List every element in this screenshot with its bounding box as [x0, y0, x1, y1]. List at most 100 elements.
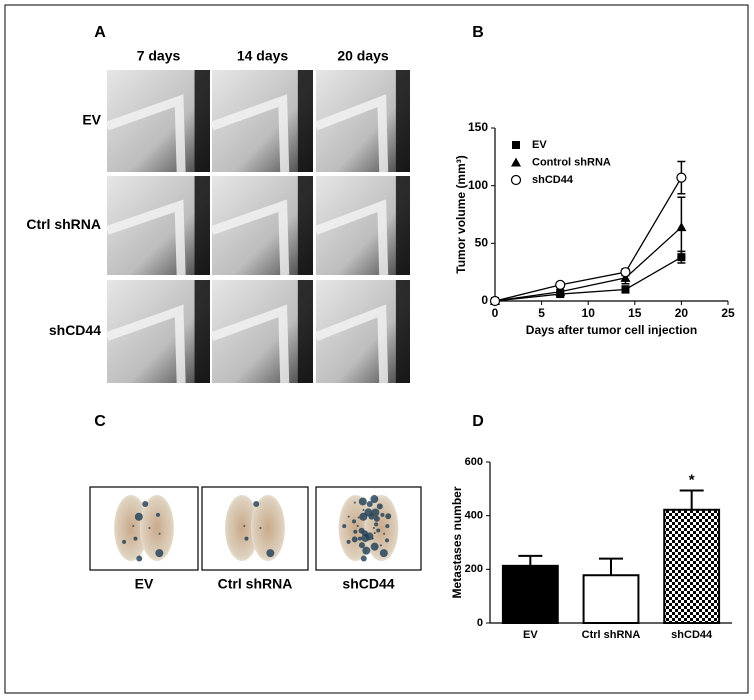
- xray-bone: [105, 94, 186, 173]
- lung-nodule: [384, 538, 389, 543]
- y-tick-label: 600: [465, 456, 483, 468]
- lung-nodule: [380, 512, 385, 517]
- y-tick-label: 100: [468, 178, 488, 192]
- marker: [676, 222, 687, 232]
- xray-bone: [210, 94, 290, 173]
- lung-nodule: [376, 503, 383, 510]
- lung-nodule: [353, 501, 356, 504]
- xray-dark: [395, 176, 410, 275]
- xray-bone: [210, 199, 290, 276]
- image-label: EV: [135, 576, 154, 592]
- panel-label: A: [94, 24, 106, 41]
- series-line: [494, 226, 682, 302]
- y-axis-title: Metastases number: [450, 486, 464, 598]
- x-tick-label: Ctrl shRNA: [582, 629, 641, 641]
- lung-nodule: [266, 549, 275, 558]
- lung-nodule: [132, 525, 135, 528]
- image-label: shCD44: [342, 576, 394, 592]
- xray-dark: [297, 70, 313, 172]
- xray-dark: [194, 70, 210, 172]
- y-axis-title: Tumor volume (mm³): [454, 155, 468, 273]
- figure-border: [4, 4, 749, 694]
- xray-dark: [297, 280, 313, 383]
- lung-nodule: [372, 527, 375, 529]
- error-bar: [518, 554, 543, 566]
- bar: [663, 508, 721, 624]
- lung-nodule: [342, 524, 347, 529]
- lung-nodule: [366, 501, 373, 508]
- lung-nodule: [361, 533, 370, 542]
- lung-nodule: [155, 512, 160, 517]
- lung-nodule: [370, 542, 379, 551]
- x-axis-title: Days after tumor cell injection: [526, 323, 697, 337]
- lung-nodule: [134, 512, 143, 521]
- lung-nodule: [357, 536, 362, 541]
- lung-nodule: [352, 519, 357, 524]
- marker: [620, 267, 631, 278]
- xray-bone: [210, 304, 290, 384]
- lung-nodule: [373, 531, 376, 534]
- row-label: shCD44: [49, 322, 101, 338]
- marker: [555, 279, 566, 290]
- marker: [620, 272, 631, 282]
- y-tick-label: 0: [481, 293, 488, 307]
- xray-bone: [314, 199, 389, 276]
- lung-nodule: [362, 508, 365, 511]
- lung-nodule: [155, 549, 164, 558]
- y-tick-label: 400: [465, 510, 483, 522]
- lung-nodule: [133, 536, 138, 541]
- lung-nodule: [374, 522, 379, 527]
- row-label: EV: [82, 112, 101, 128]
- lung-nodule: [379, 549, 388, 558]
- xray-bone: [314, 304, 389, 384]
- lung-nodule: [347, 515, 350, 518]
- column-header: 14 days: [237, 48, 289, 64]
- panel-label: D: [472, 413, 484, 430]
- legend-marker: [511, 157, 521, 167]
- marker: [676, 172, 687, 183]
- x-tick-label: 15: [628, 306, 642, 320]
- lung-nodule: [358, 527, 365, 534]
- lung-nodule: [376, 528, 381, 533]
- lung-nodule: [243, 525, 246, 528]
- row-label: Ctrl shRNA: [26, 216, 101, 232]
- lung-nodule: [353, 529, 358, 534]
- xray-dark: [194, 280, 210, 383]
- marker: [555, 286, 566, 296]
- lung-nodule: [253, 501, 260, 508]
- x-tick-label: 5: [538, 306, 545, 320]
- xray-dark: [395, 70, 410, 172]
- y-tick-label: 200: [465, 563, 483, 575]
- lung-nodule: [357, 516, 360, 519]
- xray-bone: [314, 94, 389, 173]
- column-header: 7 days: [137, 48, 181, 64]
- lung-image: [251, 495, 285, 561]
- lung-nodule: [158, 532, 161, 535]
- xray-dark: [395, 280, 410, 383]
- panel-label: C: [94, 413, 106, 430]
- marker: [621, 285, 630, 294]
- lung-nodule: [358, 497, 367, 506]
- xray-dark: [297, 176, 313, 275]
- bar: [582, 574, 640, 625]
- lung-image: [114, 495, 148, 561]
- lung-nodule: [358, 542, 365, 549]
- legend-label: shCD44: [532, 174, 574, 186]
- panel-label: B: [472, 24, 484, 41]
- legend-marker: [512, 141, 520, 149]
- y-tick-label: 0: [477, 617, 483, 629]
- xray-bone: [105, 304, 186, 384]
- y-tick-label: 50: [475, 236, 489, 250]
- series-line: [494, 177, 682, 302]
- column-header: 20 days: [337, 48, 389, 64]
- lung-image: [225, 495, 259, 561]
- lung-nodule: [373, 515, 380, 522]
- error-bar: [679, 489, 704, 510]
- x-tick-label: 20: [675, 306, 689, 320]
- lung-nodule: [351, 536, 358, 543]
- lung-nodule: [244, 536, 249, 541]
- x-tick-label: EV: [523, 629, 538, 641]
- lung-nodule: [356, 525, 359, 528]
- lung-nodule: [383, 532, 386, 535]
